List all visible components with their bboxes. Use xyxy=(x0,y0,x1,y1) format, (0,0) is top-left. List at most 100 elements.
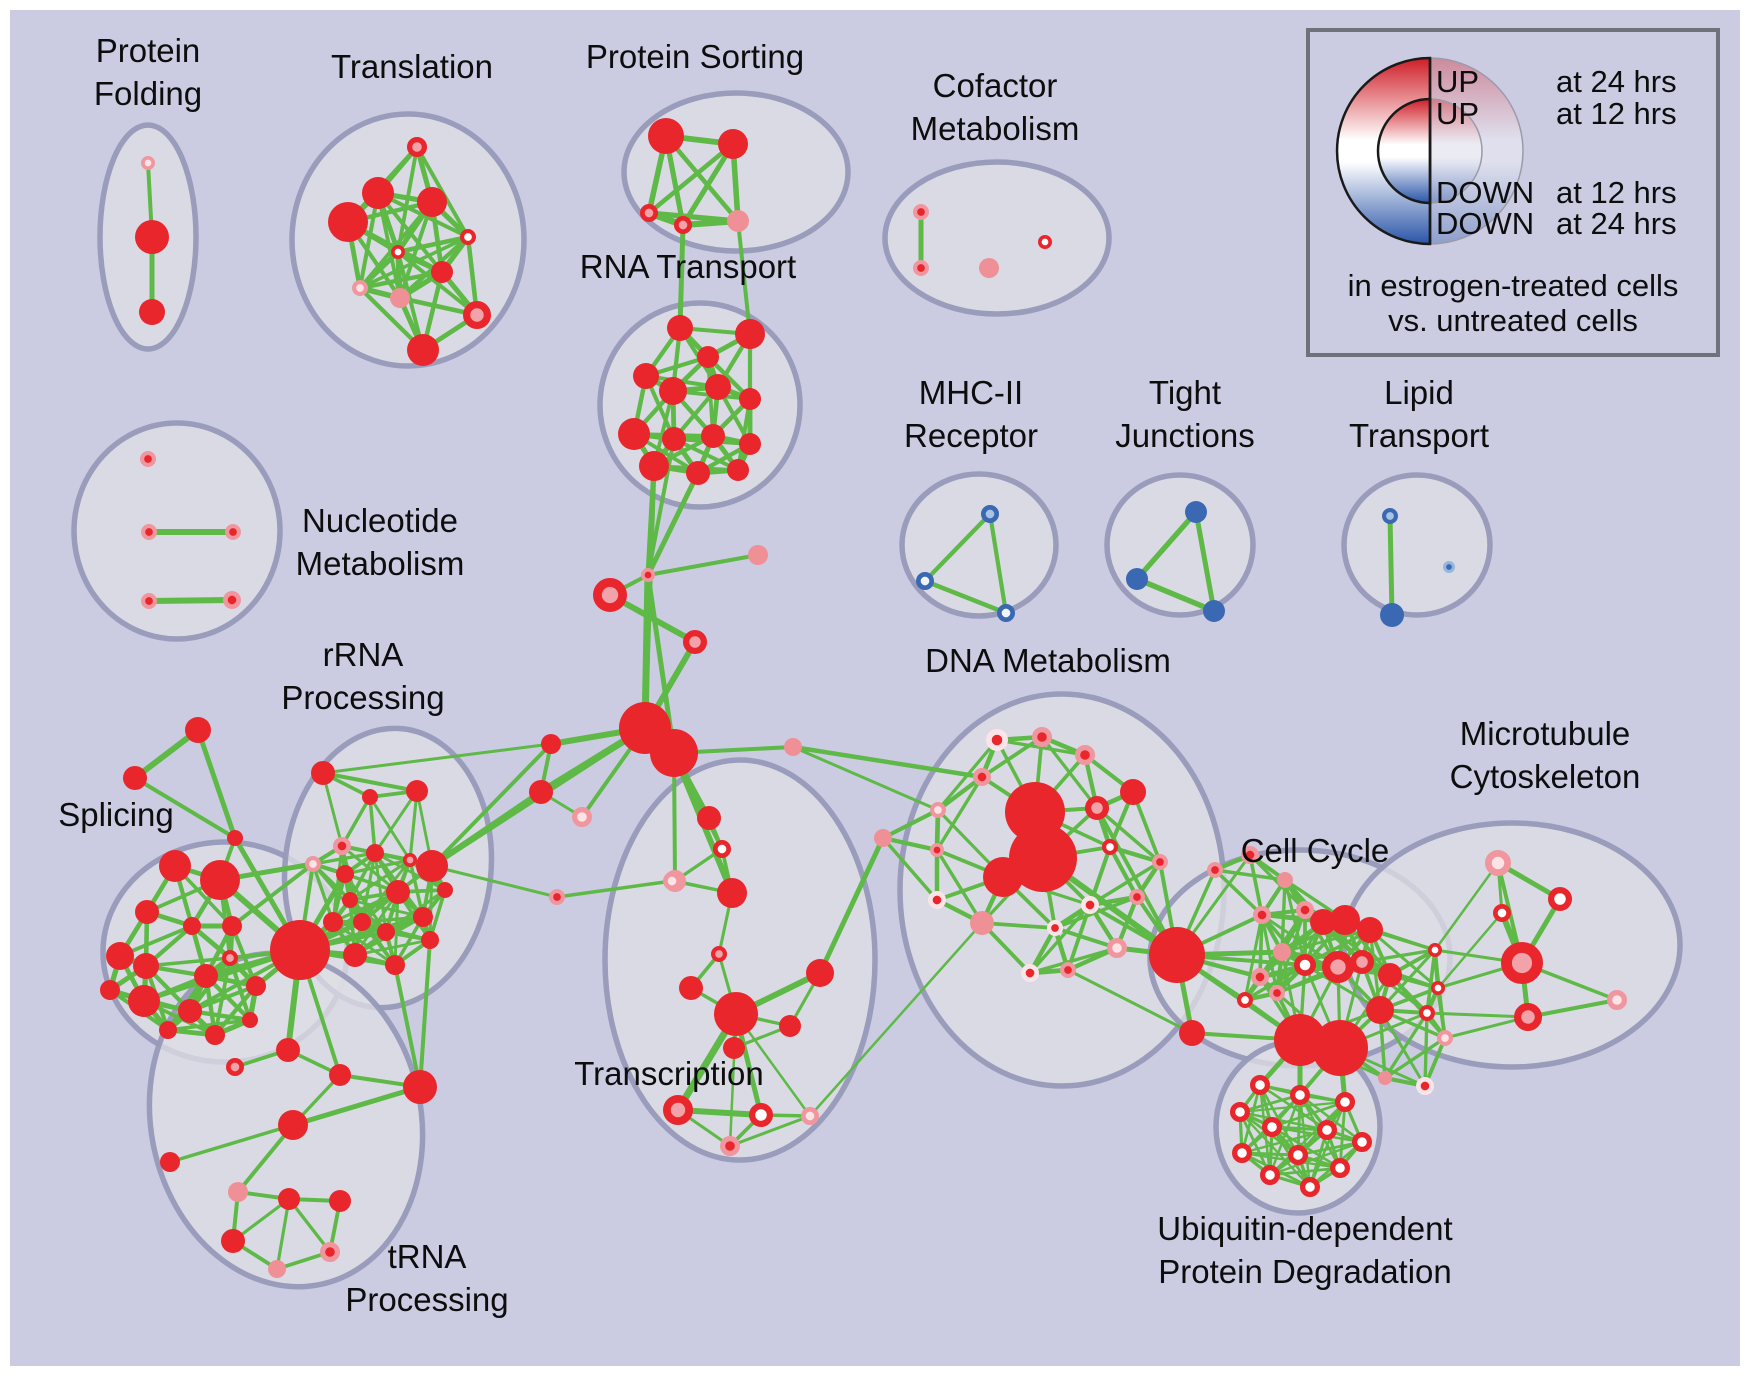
gene-node-pp xyxy=(304,856,321,873)
gene-node-pp xyxy=(141,156,156,171)
gene-node-r xyxy=(662,427,686,451)
legend-direction-label: DOWN xyxy=(1436,175,1534,210)
gene-node-pr xyxy=(913,204,930,221)
gene-node-pp xyxy=(801,1106,820,1125)
gene-node-pr xyxy=(1128,889,1145,906)
edge xyxy=(321,771,419,793)
gene-node-rw xyxy=(1334,1091,1355,1112)
edge xyxy=(212,983,259,1038)
edge xyxy=(1387,513,1395,618)
gene-node-pp xyxy=(1485,850,1512,877)
gene-node-pr xyxy=(1240,846,1259,865)
gene-node-pr xyxy=(222,591,241,610)
cluster-label-tight-junctions: Tight xyxy=(1149,374,1221,411)
gene-node-r xyxy=(139,299,165,325)
gene-node-r xyxy=(723,1037,745,1059)
edge xyxy=(1066,968,1194,1035)
gene-node-r xyxy=(407,334,439,366)
gene-node-rw xyxy=(1293,953,1316,976)
gene-node-wr xyxy=(1046,920,1063,937)
gene-node-r xyxy=(123,766,147,790)
cluster-label-ubiquitin-degradation: Ubiquitin-dependent xyxy=(1157,1210,1452,1247)
edge xyxy=(1436,911,1504,990)
gene-node-r xyxy=(727,459,749,481)
cluster-label-nucleotide-metabolism: Metabolism xyxy=(296,545,465,582)
edge xyxy=(230,862,315,928)
edge xyxy=(408,789,419,862)
edge xyxy=(368,795,377,855)
gene-node-r xyxy=(185,717,211,743)
edge xyxy=(922,578,1009,616)
edge xyxy=(357,190,381,291)
gene-node-r xyxy=(323,912,343,932)
edge xyxy=(1238,1110,1312,1189)
gene-node-rw xyxy=(1430,981,1445,996)
gene-node-r xyxy=(686,461,710,485)
gene-node-r xyxy=(342,892,358,908)
gene-node-r xyxy=(194,964,218,988)
gene-node-p xyxy=(228,1182,248,1202)
legend: UP at 24 hrs UP at 12 hrs DOWN at 12 hrs DOWN a… xyxy=(1306,28,1720,357)
edge xyxy=(880,835,940,853)
gene-node-pr xyxy=(141,524,158,541)
gene-node-r xyxy=(1330,905,1360,935)
gene-node-r xyxy=(133,953,159,979)
legend-caption: in estrogen-treated cells xyxy=(1348,268,1679,303)
edge xyxy=(555,879,674,899)
edge xyxy=(677,222,686,331)
gene-node-b xyxy=(1380,603,1404,627)
edge xyxy=(311,862,335,924)
gene-node-r xyxy=(343,943,367,967)
gene-node-r xyxy=(159,850,191,882)
gene-node-pr xyxy=(140,450,157,467)
cluster-label-cofactor-metabolism: Cofactor xyxy=(933,67,1058,104)
edge xyxy=(646,141,736,216)
gene-node-r xyxy=(1120,779,1146,805)
edge xyxy=(311,862,352,902)
gene-node-rp xyxy=(1349,949,1374,974)
gene-node-pp xyxy=(1606,989,1627,1010)
gene-node-pr xyxy=(973,768,992,787)
gene-node-pr xyxy=(641,568,656,583)
edge xyxy=(1193,509,1217,614)
gene-node-rw xyxy=(1101,839,1118,856)
gene-node-b xyxy=(1126,568,1148,590)
gene-node-lb xyxy=(1443,560,1456,573)
gene-node-rw xyxy=(1351,1131,1372,1152)
edge xyxy=(1238,1100,1347,1114)
gene-node-r xyxy=(328,202,368,242)
edge xyxy=(393,963,422,1089)
gene-node-p xyxy=(979,258,999,278)
gene-node-wr xyxy=(1415,1076,1434,1095)
edge xyxy=(1268,1100,1347,1177)
edge xyxy=(1383,1036,1447,1080)
legend-caption: vs. untreated cells xyxy=(1388,303,1638,338)
gene-node-pr xyxy=(1151,854,1168,871)
gene-node-rw xyxy=(748,1102,773,1127)
cluster-label-nucleotide-metabolism: Nucleotide xyxy=(302,502,458,539)
gene-node-r xyxy=(106,942,134,970)
edge xyxy=(144,956,232,968)
cluster-label-protein-folding: Protein xyxy=(96,32,201,69)
edge xyxy=(1095,806,1162,864)
edge xyxy=(642,463,657,731)
gene-node-r xyxy=(1009,824,1077,892)
gene-node-bl xyxy=(981,504,1000,523)
cluster-label-ubiquitin-degradation: Protein Degradation xyxy=(1158,1253,1452,1290)
gene-node-p xyxy=(390,288,410,308)
cluster-label-cofactor-metabolism: Metabolism xyxy=(911,110,1080,147)
edge xyxy=(1238,1110,1329,1132)
gene-node-rw xyxy=(1229,1101,1250,1122)
gene-node-rp xyxy=(463,301,492,330)
gene-node-pr xyxy=(930,843,945,858)
gene-node-r xyxy=(311,761,335,785)
gene-node-r xyxy=(183,917,201,935)
edge xyxy=(1433,861,1500,952)
gene-node-r xyxy=(714,992,758,1036)
gene-node-r xyxy=(227,830,243,846)
gene-node-r xyxy=(1312,1020,1368,1076)
edge xyxy=(275,1197,291,1271)
gene-node-r xyxy=(1357,917,1383,943)
cluster-ellipse-dna-metabolism xyxy=(897,691,1227,1089)
edge xyxy=(166,1018,252,1032)
